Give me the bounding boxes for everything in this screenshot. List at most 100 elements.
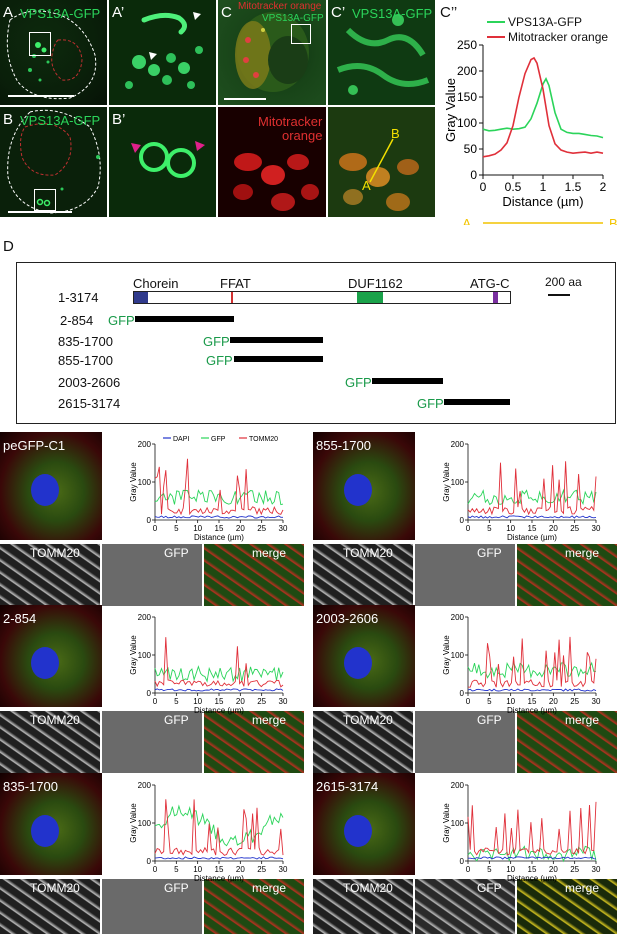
mitotracker-label-line2: orange — [282, 128, 323, 143]
x-tick-label: 10 — [506, 697, 515, 706]
mitotracker-orange-label: Mitotracker orange — [238, 1, 322, 12]
tomm20-series-line — [467, 636, 597, 688]
y-tick-label: 0 — [460, 857, 465, 866]
y-axis-label: Gray Value — [442, 803, 451, 843]
x-tick-label: 20 — [549, 524, 558, 533]
x-tick-label: 25 — [257, 524, 266, 533]
line-start-label: A — [362, 178, 371, 193]
line-profile-chart: 200 100 00 5 10 15 20 25 30 Gray Value Distance (µ… — [442, 781, 601, 883]
construct-bar — [372, 378, 443, 384]
scale-bar — [224, 98, 266, 100]
x-tick-label: 5 — [487, 524, 492, 533]
x-tick-label: 20 — [549, 697, 558, 706]
x-tick-label: 10 — [506, 865, 515, 874]
y-tick-label: 0 — [147, 857, 152, 866]
sub-image-merge — [517, 879, 617, 934]
y-tick-label: 200 — [451, 440, 465, 449]
y-tick-label: 200 — [138, 613, 152, 622]
chorein-domain — [134, 292, 148, 303]
series-line — [482, 77, 604, 139]
x-tick-label: 25 — [570, 524, 579, 533]
ab-end-label: B — [609, 216, 617, 225]
full-length-bar — [133, 291, 511, 304]
x-tick-label: 0.5 — [505, 180, 522, 194]
sub-image-gfp — [102, 544, 202, 606]
scale-bar — [8, 211, 72, 213]
y-tick-label: 200 — [451, 613, 465, 622]
sub-image-gfp — [415, 879, 515, 934]
sub-image-label: TOMM20 — [343, 546, 393, 560]
tomm20-series-line — [154, 799, 284, 856]
x-tick-label: 15 — [528, 524, 537, 533]
panel-letter-a: A — [3, 4, 14, 21]
y-tick-label: 50 — [464, 142, 478, 156]
dapi-series-line — [154, 856, 284, 860]
gfp-series-line — [154, 665, 284, 683]
legend-label: GFP — [211, 436, 226, 443]
sub-image-tomm20 — [0, 711, 100, 773]
domain-duf1162-label: DUF1162 — [348, 276, 403, 291]
x-tick-label: 15 — [215, 697, 224, 706]
cell-micrograph — [313, 605, 415, 707]
panel-b-micrograph — [0, 107, 107, 217]
panel-letter-b: B — [3, 111, 14, 128]
sub-image-gfp — [102, 711, 202, 773]
x-tick-label: 1 — [540, 180, 547, 194]
tomm20-series-line — [467, 801, 597, 856]
x-tick-label: 5 — [174, 697, 179, 706]
line-profile-chart: 200 100 00 5 10 15 20 25 30 Gray Value Distance (µ… — [442, 440, 601, 542]
panel-a1-zoom — [109, 0, 216, 105]
sub-image-label: TOMM20 — [30, 713, 80, 727]
line-end-label: B — [391, 126, 400, 141]
y-tick-label: 0 — [460, 516, 465, 525]
dapi-series-line — [467, 515, 597, 519]
atgc-domain — [493, 292, 498, 303]
construct-name-label: 855-1700 — [316, 438, 371, 453]
y-tick-label: 100 — [138, 651, 152, 660]
domain-ffat-label: FFAT — [220, 276, 251, 291]
x-tick-label: 25 — [257, 697, 266, 706]
sub-image-label: GFP — [164, 546, 189, 560]
sub-image-label: GFP — [477, 881, 502, 895]
zoom-box — [34, 189, 56, 211]
construct-label: 1-3174 — [58, 290, 99, 305]
panel-c1-merge — [328, 107, 435, 217]
y-tick-label: 100 — [138, 819, 152, 828]
construct-bar — [444, 399, 510, 405]
y-tick-label: 200 — [451, 781, 465, 790]
sub-image-tomm20 — [313, 544, 413, 606]
x-tick-label: 15 — [215, 865, 224, 874]
y-axis-label: Gray Value — [129, 635, 138, 675]
sub-image-tomm20 — [313, 711, 413, 773]
sub-image-label: merge — [565, 713, 600, 727]
construct-label: 855-1700 — [58, 353, 113, 368]
tomm20-series-line — [467, 461, 597, 516]
vps13a-gfp-label: VPS13A-GFP — [262, 13, 324, 24]
x-axis-label: Distance (µm) — [507, 706, 557, 715]
y-axis-label: Gray Value — [129, 462, 138, 502]
legend-label: TOMM20 — [249, 436, 278, 443]
domain-atgc-label: ATG-C — [470, 276, 510, 291]
sub-image-tomm20 — [0, 544, 100, 606]
vps13a-gfp-label: VPS13A-GFP — [20, 113, 101, 128]
x-tick-label: 15 — [528, 697, 537, 706]
panel-c-micrograph — [218, 0, 326, 105]
x-tick-label: 15 — [215, 524, 224, 533]
gfp-tag-label: GFP — [417, 396, 444, 411]
domain-map-frame — [16, 262, 616, 424]
construct-bar — [230, 337, 323, 343]
zoom-box — [291, 24, 311, 44]
x-tick-label: 30 — [592, 697, 601, 706]
x-axis-label: Distance (µm) — [502, 194, 583, 209]
sub-image-label: GFP — [477, 546, 502, 560]
construct-name-label: 2-854 — [3, 611, 37, 626]
y-axis-label: Gray Value — [442, 462, 451, 502]
construct-name-label: 2003-2606 — [316, 611, 379, 626]
gfp-series-line — [467, 661, 597, 679]
y-tick-label: 100 — [451, 478, 465, 487]
x-tick-label: 30 — [592, 865, 601, 874]
x-tick-label: 20 — [549, 865, 558, 874]
sub-image-label: GFP — [477, 713, 502, 727]
x-tick-label: 0 — [153, 865, 158, 874]
y-axis-label: Gray Value — [443, 78, 458, 142]
